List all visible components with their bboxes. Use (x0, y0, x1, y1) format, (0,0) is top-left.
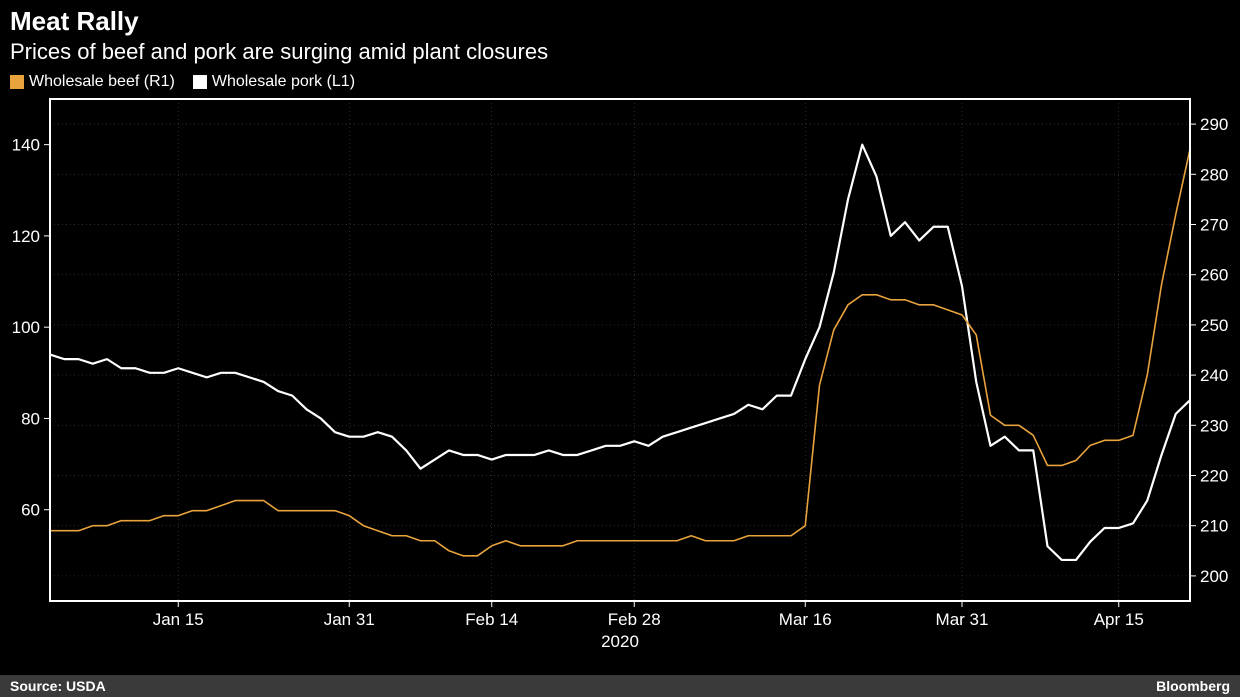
source-label: Source: USDA (10, 678, 106, 694)
svg-text:Feb 28: Feb 28 (608, 610, 661, 629)
svg-text:230: 230 (1200, 416, 1228, 435)
svg-text:60: 60 (21, 501, 40, 520)
svg-text:Mar 16: Mar 16 (779, 610, 832, 629)
svg-text:210: 210 (1200, 517, 1228, 536)
svg-text:Jan 31: Jan 31 (324, 610, 375, 629)
line-chart-svg: 60 80 100 120 140 200 210 220 230 240 250 260 270 280… (0, 93, 1240, 653)
svg-text:Apr 15: Apr 15 (1094, 610, 1144, 629)
chart-container: Meat Rally Prices of beef and pork are s… (0, 0, 1240, 697)
svg-text:290: 290 (1200, 115, 1228, 134)
chart-plot-area: 60 80 100 120 140 200 210 220 230 240 250 260 270 280… (0, 93, 1240, 653)
svg-text:270: 270 (1200, 216, 1228, 235)
svg-text:Jan 15: Jan 15 (153, 610, 204, 629)
chart-title: Meat Rally (10, 6, 1230, 37)
svg-text:240: 240 (1200, 366, 1228, 385)
svg-text:Mar 31: Mar 31 (936, 610, 989, 629)
legend-label-pork: Wholesale pork (L1) (212, 73, 355, 91)
legend-item-beef: Wholesale beef (R1) (10, 73, 175, 91)
svg-text:140: 140 (12, 136, 40, 155)
svg-text:80: 80 (21, 409, 40, 428)
legend-swatch-beef (10, 75, 24, 89)
footer-bar: Source: USDA Bloomberg (0, 675, 1240, 697)
legend-label-beef: Wholesale beef (R1) (29, 73, 175, 91)
svg-text:2020: 2020 (601, 632, 639, 651)
chart-subtitle: Prices of beef and pork are surging amid… (10, 39, 1230, 65)
legend: Wholesale beef (R1) Wholesale pork (L1) (0, 69, 1240, 93)
svg-text:200: 200 (1200, 567, 1228, 586)
brand-label: Bloomberg (1156, 678, 1230, 694)
legend-item-pork: Wholesale pork (L1) (193, 73, 355, 91)
header: Meat Rally Prices of beef and pork are s… (0, 0, 1240, 69)
svg-text:250: 250 (1200, 316, 1228, 335)
svg-text:120: 120 (12, 227, 40, 246)
svg-text:260: 260 (1200, 266, 1228, 285)
svg-text:220: 220 (1200, 467, 1228, 486)
svg-text:280: 280 (1200, 165, 1228, 184)
svg-text:Feb 14: Feb 14 (465, 610, 518, 629)
svg-text:100: 100 (12, 318, 40, 337)
legend-swatch-pork (193, 75, 207, 89)
